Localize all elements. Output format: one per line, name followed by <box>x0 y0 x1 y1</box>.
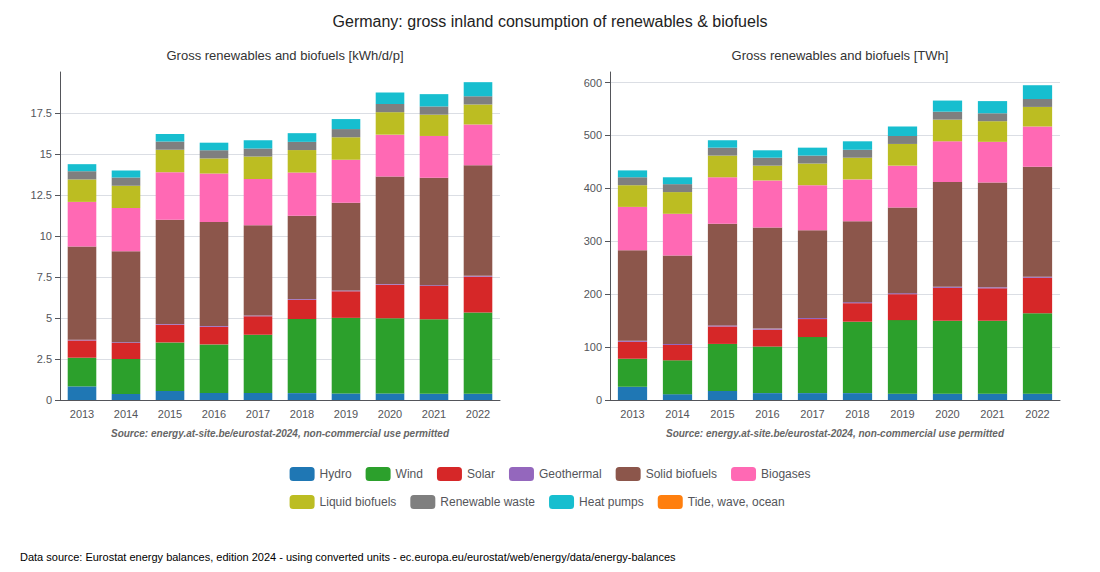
svg-text:Solid biofuels: Solid biofuels <box>646 467 717 481</box>
svg-text:Heat pumps: Heat pumps <box>579 495 644 509</box>
svg-text:Gross renewables and biofuels: Gross renewables and biofuels [TWh] <box>732 48 949 63</box>
svg-text:Gross renewables and biofuels: Gross renewables and biofuels [kWh/d/p] <box>166 48 403 63</box>
svg-text:2018: 2018 <box>845 408 869 420</box>
svg-text:17.5: 17.5 <box>31 107 52 119</box>
svg-text:2021: 2021 <box>980 408 1004 420</box>
svg-text:10: 10 <box>40 230 52 242</box>
svg-text:0: 0 <box>46 394 52 406</box>
svg-text:Geothermal: Geothermal <box>539 467 602 481</box>
svg-text:Tide, wave, ocean: Tide, wave, ocean <box>688 495 785 509</box>
svg-text:Data source: Eurostat energy b: Data source: Eurostat energy balances, e… <box>20 551 676 563</box>
svg-text:2019: 2019 <box>890 408 914 420</box>
svg-text:2017: 2017 <box>800 408 824 420</box>
svg-text:2016: 2016 <box>202 408 226 420</box>
svg-text:2014: 2014 <box>665 408 689 420</box>
svg-text:2022: 2022 <box>1025 408 1049 420</box>
svg-text:100: 100 <box>584 341 602 353</box>
svg-text:2020: 2020 <box>935 408 959 420</box>
svg-text:2013: 2013 <box>70 408 94 420</box>
svg-text:400: 400 <box>584 182 602 194</box>
svg-text:Germany: gross inland consumpt: Germany: gross inland consumption of ren… <box>333 13 768 30</box>
svg-text:Renewable waste: Renewable waste <box>440 495 535 509</box>
svg-text:300: 300 <box>584 235 602 247</box>
svg-text:2.5: 2.5 <box>37 353 52 365</box>
svg-text:Solar: Solar <box>467 467 495 481</box>
svg-text:500: 500 <box>584 129 602 141</box>
svg-text:Source: energy.at-site.be/euro: Source: energy.at-site.be/eurostat-2024,… <box>666 428 1005 439</box>
svg-text:15: 15 <box>40 148 52 160</box>
svg-text:2022: 2022 <box>466 408 490 420</box>
svg-text:2018: 2018 <box>290 408 314 420</box>
svg-text:12.5: 12.5 <box>31 189 52 201</box>
svg-text:2020: 2020 <box>378 408 402 420</box>
svg-text:200: 200 <box>584 288 602 300</box>
svg-text:5: 5 <box>46 312 52 324</box>
svg-text:Biogases: Biogases <box>761 467 810 481</box>
svg-text:2021: 2021 <box>422 408 446 420</box>
svg-text:2019: 2019 <box>334 408 358 420</box>
svg-text:0: 0 <box>596 394 602 406</box>
svg-text:2014: 2014 <box>114 408 138 420</box>
svg-text:600: 600 <box>584 77 602 89</box>
svg-text:2013: 2013 <box>620 408 644 420</box>
svg-text:2016: 2016 <box>755 408 779 420</box>
svg-text:2015: 2015 <box>710 408 734 420</box>
svg-text:Wind: Wind <box>396 467 423 481</box>
svg-text:Liquid biofuels: Liquid biofuels <box>320 495 397 509</box>
svg-text:Source: energy.at-site.be/euro: Source: energy.at-site.be/eurostat-2024,… <box>111 428 450 439</box>
svg-text:Hydro: Hydro <box>320 467 352 481</box>
svg-text:2015: 2015 <box>158 408 182 420</box>
svg-text:7.5: 7.5 <box>37 271 52 283</box>
svg-text:2017: 2017 <box>246 408 270 420</box>
